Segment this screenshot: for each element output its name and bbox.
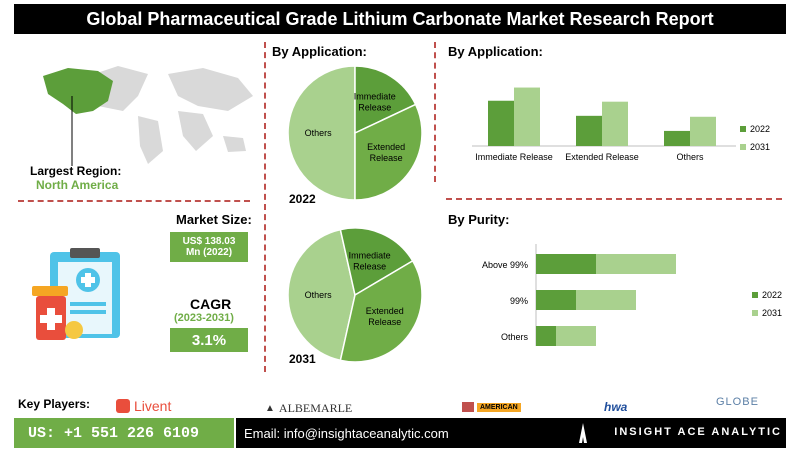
- divider-right: [434, 42, 436, 182]
- player-globe: GLOBE: [716, 396, 759, 408]
- x-tick-label: Extended Release: [565, 152, 639, 162]
- x-tick-label: Others: [676, 152, 704, 162]
- legend-label: 2022: [762, 290, 782, 300]
- player-hwa: hwa: [604, 400, 628, 414]
- brand-name: INSIGHT ACE ANALYTIC: [614, 426, 782, 438]
- pie-slice-label: Immediate: [349, 251, 391, 261]
- cagr-period: (2023-2031): [174, 312, 234, 324]
- albemarle-name: ALBEMARLE: [278, 401, 353, 415]
- player-livent: Livent: [116, 398, 171, 414]
- purity-bar-title: By Purity:: [448, 212, 510, 227]
- pie-slice-label: Release: [353, 262, 386, 272]
- pie-slice: [354, 103, 423, 201]
- bar: [556, 326, 596, 346]
- market-size-value: US$ 138.03 Mn (2022): [170, 232, 248, 262]
- pie-slice: [354, 65, 417, 135]
- pie-slice-label: Immediate: [354, 91, 396, 101]
- pie-2031-year: 2031: [289, 352, 316, 366]
- brand-logo-icon: [578, 421, 588, 445]
- pie-slice-label: Extended: [366, 306, 404, 316]
- pie-section-title: By Application:: [272, 44, 367, 59]
- y-tick-label: 99%: [510, 296, 528, 306]
- largest-region-label: Largest Region:: [30, 164, 122, 178]
- bar: [536, 326, 556, 346]
- bar: [514, 87, 540, 146]
- player-american: AMERICAN: [462, 402, 521, 412]
- player-albemarle: ▲ ALBEMARLE: [265, 401, 352, 416]
- market-size-line1: US$ 138.03: [182, 236, 236, 247]
- american-name: AMERICAN: [477, 402, 521, 412]
- report-title: Global Pharmaceutical Grade Lithium Carb…: [14, 4, 786, 34]
- pie-slice: [339, 227, 414, 297]
- legend-swatch: [752, 292, 758, 298]
- american-logo-icon: [462, 402, 474, 412]
- pie-2022-year: 2022: [289, 192, 316, 206]
- email-contact[interactable]: Email: info@insightaceanalytic.com: [236, 418, 786, 448]
- legend-label: 2031: [762, 308, 782, 318]
- bar: [576, 115, 602, 146]
- cagr-label: CAGR: [190, 296, 232, 312]
- bar: [690, 116, 716, 146]
- divider-left: [264, 42, 266, 372]
- pie-slice-label: Release: [370, 153, 403, 163]
- market-size-line2: Mn (2022): [185, 247, 233, 258]
- medical-clipboard-icon: [32, 248, 120, 340]
- pie-slice: [339, 259, 423, 363]
- application-bar-chart: Immediate Release Extended Release Others 2…: [472, 87, 770, 162]
- divider-right-h: [446, 198, 782, 200]
- bar: [602, 101, 628, 146]
- market-size-label: Market Size:: [176, 212, 252, 227]
- y-tick-label: Above 99%: [482, 260, 528, 270]
- bar: [536, 290, 576, 310]
- bar: [576, 290, 636, 310]
- bar: [488, 100, 514, 146]
- pie-slice-label: Extended: [367, 142, 405, 152]
- key-players-label: Key Players:: [18, 397, 91, 411]
- cagr-value: 3.1%: [170, 328, 248, 352]
- livent-logo-icon: [116, 399, 130, 413]
- application-bar-title: By Application:: [448, 44, 543, 59]
- purity-bar-chart: Above 99% 99% Others 2022 2031: [482, 244, 782, 346]
- pie-slice-label: Release: [358, 102, 391, 112]
- pie-slice-label: Others: [305, 128, 333, 138]
- legend-swatch: [740, 144, 746, 150]
- bar: [664, 130, 690, 146]
- pie-slice: [287, 228, 356, 362]
- albemarle-logo-icon: ▲: [265, 403, 275, 414]
- y-tick-label: Others: [501, 332, 529, 342]
- pie-slice: [287, 65, 356, 201]
- largest-region-value: North America: [36, 178, 119, 192]
- divider-left-h: [18, 200, 250, 202]
- pie-slice-label: Others: [305, 290, 333, 300]
- pie-slice-label: Release: [368, 317, 401, 327]
- x-tick-label: Immediate Release: [475, 152, 553, 162]
- legend-swatch: [740, 126, 746, 132]
- bar: [536, 254, 596, 274]
- legend-swatch: [752, 310, 758, 316]
- phone-contact[interactable]: US: +1 551 226 6109: [14, 418, 234, 448]
- world-map: [43, 66, 253, 166]
- legend-label: 2022: [750, 124, 770, 134]
- legend-label: 2031: [750, 142, 770, 152]
- bar: [596, 254, 676, 274]
- livent-name: Livent: [134, 398, 172, 414]
